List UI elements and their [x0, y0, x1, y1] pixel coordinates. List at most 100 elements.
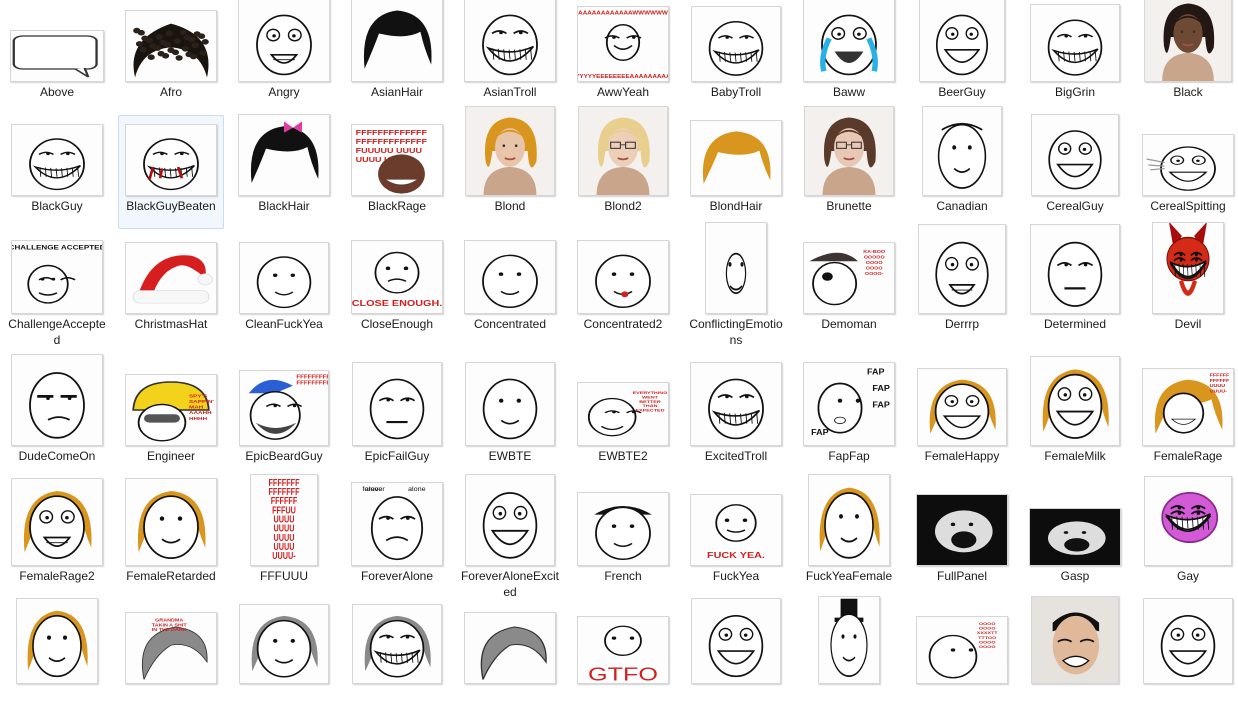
- file-item[interactable]: CHALLENGE ACCEPTED ChallengeAccepted: [4, 233, 110, 347]
- beer-guy-face-icon: [919, 0, 1005, 82]
- file-item[interactable]: Determined: [1022, 224, 1128, 347]
- file-name-label: Canadian: [936, 199, 988, 213]
- cereal-guy-face-icon: [1031, 114, 1119, 196]
- file-item[interactable]: CLOSE ENOUGH. CloseEnough: [344, 233, 450, 347]
- thumb-text: FFFFFFFFFF: [296, 375, 328, 380]
- file-item[interactable]: CleanFuckYea: [231, 233, 337, 347]
- file-item[interactable]: FFFFFFF FFFFFFF FFFFFF FFFUU UUUU UUUU UUUU UUU…: [231, 474, 337, 599]
- file-item[interactable]: ConflictingEmotions: [683, 222, 789, 347]
- file-item[interactable]: FemaleRage2: [4, 478, 110, 599]
- file-item[interactable]: Derrrp: [909, 224, 1015, 347]
- beaten-troll-icon-drawing: [143, 138, 199, 191]
- file-name-label: FemaleHappy: [924, 449, 1000, 463]
- file-item[interactable]: SPY'S SAPPIN' MAH AAAHH HHHH Engineer: [118, 365, 224, 479]
- file-item[interactable]: FUCK YEA. FuckYea: [683, 485, 789, 599]
- female-milk-face-icon-drawing: [1042, 369, 1109, 439]
- file-item[interactable]: [1022, 596, 1128, 717]
- file-item[interactable]: FFFFFFFFFFFFF FFFFFFFFFFFFF FUUUUU UUUU UUU…: [344, 115, 450, 229]
- file-name-label: BlackGuyBeaten: [126, 199, 216, 213]
- file-item[interactable]: FAP FAP FAP FAP FapFap: [796, 362, 902, 479]
- file-name-label: Baww: [832, 85, 865, 99]
- file-item[interactable]: FullPanel: [909, 485, 1015, 599]
- excited-troll-face-icon: [690, 362, 782, 446]
- thumb-text: UUUU: [274, 513, 295, 524]
- file-item[interactable]: [683, 598, 789, 717]
- file-item[interactable]: Black: [1135, 0, 1238, 115]
- cereal-guy-face-icon-drawing: [1048, 130, 1102, 190]
- thumb-text: FUUUUU UUUU: [356, 147, 423, 155]
- angry-face-icon: [238, 0, 330, 82]
- file-item[interactable]: BlackHair: [231, 114, 337, 229]
- file-name-label: BlackRage: [367, 199, 427, 213]
- file-item[interactable]: Gay: [1135, 476, 1238, 599]
- grandma-troll-partial-icon: [352, 604, 442, 684]
- fffuuu-text-icon-drawing: FFFFFFFFFFFFFFFFFFFFFFFUUUUUUUUUUUUUUUUU…: [268, 477, 299, 562]
- file-item[interactable]: FuckYeaFemale: [796, 474, 902, 599]
- file-item[interactable]: BlackGuy: [4, 115, 110, 229]
- fapfap-face-icon-drawing: FAP FAP FAP FAP: [811, 367, 890, 437]
- thumb-text: WENT: [642, 395, 658, 399]
- file-item[interactable]: FFFFFF FFFFFF UUUU UUUU- FemaleRage: [1135, 365, 1238, 479]
- file-item[interactable]: EpicFailGuy: [344, 362, 450, 479]
- file-item[interactable]: KA-BOO OOOOO OOOO OOOO OOOO- Demoman: [796, 233, 902, 347]
- file-item[interactable]: Devil: [1135, 222, 1238, 347]
- file-item[interactable]: GRANDMA TAKIN A SHIT IN THE DARK: [118, 603, 224, 717]
- black-guy-troll-icon-drawing: [29, 138, 85, 191]
- file-item[interactable]: FemaleHappy: [909, 365, 1015, 479]
- ewbte-face-icon-drawing: [482, 378, 538, 440]
- file-item[interactable]: Afro: [118, 1, 224, 115]
- file-item[interactable]: [344, 603, 450, 717]
- file-item[interactable]: Concentrated2: [570, 233, 676, 347]
- file-item[interactable]: CerealSpitting: [1135, 115, 1238, 229]
- file-item[interactable]: OOOO OOOO XXXXTT TTTOO OOOO OOOO: [909, 603, 1015, 717]
- file-item[interactable]: FemaleRetarded: [118, 478, 224, 599]
- file-item[interactable]: ForeverAloneExcited: [457, 474, 563, 599]
- file-item[interactable]: Above: [4, 1, 110, 115]
- grey-hair-partial-icon: [464, 612, 556, 684]
- file-item[interactable]: ChristmasHat: [118, 233, 224, 347]
- file-item[interactable]: [796, 596, 902, 717]
- file-item[interactable]: BlackGuyBeaten: [118, 115, 224, 229]
- file-name-label: ForeverAloneExcited: [460, 569, 560, 599]
- file-item[interactable]: [231, 603, 337, 717]
- thumb-text: FUCK YEA.: [707, 551, 765, 561]
- file-item[interactable]: AsianTroll: [457, 0, 563, 115]
- file-item[interactable]: AAAAAAAAAAAAWWWWWW YYYYYYEEEEEEEEAAAAAAAA…: [570, 1, 676, 115]
- file-item[interactable]: Blond2: [570, 106, 676, 229]
- female-face-partial-icon: [16, 598, 98, 684]
- top-hat-monocle-partial-icon-drawing: [830, 598, 868, 677]
- file-item[interactable]: BabyTroll: [683, 1, 789, 115]
- thumb-text: GRANDMA: [155, 618, 184, 623]
- file-item[interactable]: EVERYTHING WENT BETTER THAN EXPECTED EWBTE2: [570, 365, 676, 479]
- file-name-label: EpicFailGuy: [364, 449, 430, 463]
- file-item[interactable]: BeerGuy: [909, 0, 1015, 115]
- file-item[interactable]: [457, 603, 563, 717]
- file-item[interactable]: Angry: [231, 0, 337, 115]
- file-item[interactable]: ExcitedTroll: [683, 362, 789, 479]
- determined-face-icon-drawing: [1047, 241, 1103, 307]
- file-item[interactable]: Canadian: [909, 106, 1015, 229]
- file-item[interactable]: Concentrated: [457, 233, 563, 347]
- file-item[interactable]: AsianHair: [344, 0, 450, 115]
- file-item[interactable]: Gasp: [1022, 485, 1128, 599]
- thumb-text: YYYYYYEEEEEEEEAAAAAAAAAA: [578, 74, 668, 79]
- file-item[interactable]: French: [570, 485, 676, 599]
- file-item[interactable]: GTFO: [570, 603, 676, 717]
- file-item[interactable]: [1135, 598, 1238, 717]
- file-item[interactable]: FemaleMilk: [1022, 356, 1128, 479]
- file-item[interactable]: Brunette: [796, 106, 902, 229]
- file-item[interactable]: [4, 598, 110, 717]
- file-item[interactable]: Baww: [796, 0, 902, 115]
- file-item[interactable]: BigGrin: [1022, 1, 1128, 115]
- file-name-label: FemaleMilk: [1044, 449, 1106, 463]
- file-item[interactable]: DudeComeOn: [4, 354, 110, 479]
- file-item[interactable]: forever alone alone ForeverAlone: [344, 482, 450, 599]
- file-item[interactable]: EWBTE: [457, 362, 563, 479]
- blond-woman-photo-icon: [465, 106, 555, 196]
- file-item[interactable]: BlondHair: [683, 115, 789, 229]
- file-item[interactable]: Blond: [457, 106, 563, 229]
- thumb-text: OOOO: [979, 626, 996, 631]
- file-item[interactable]: CerealGuy: [1022, 114, 1128, 229]
